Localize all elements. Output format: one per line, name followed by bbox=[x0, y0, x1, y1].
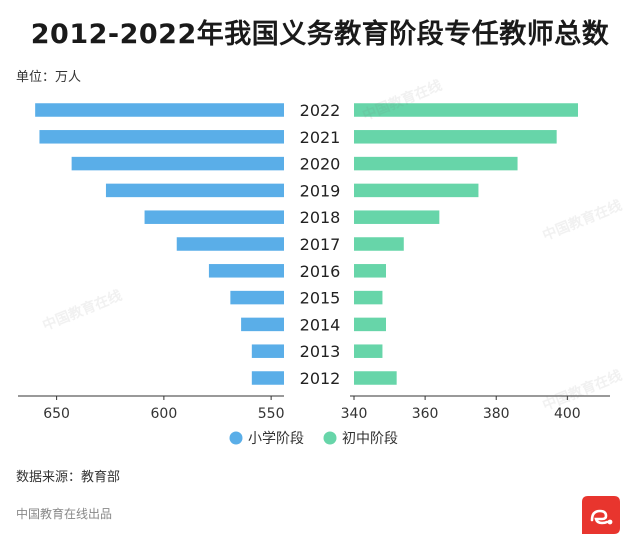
legend: 小学阶段 初中阶段 bbox=[229, 430, 398, 447]
bar-junior-2012 bbox=[354, 371, 397, 385]
bar-junior-2015 bbox=[354, 290, 383, 305]
year-label-2018: 2018 bbox=[300, 208, 341, 227]
axes: 650 600 550 340 360 380 400 bbox=[18, 395, 610, 422]
legend-primary-marker bbox=[229, 431, 243, 445]
bar-junior-2021 bbox=[354, 130, 557, 144]
bar-primary-2022 bbox=[35, 103, 285, 117]
year-label-2021: 2021 bbox=[300, 128, 341, 147]
bar-junior-2018 bbox=[354, 210, 440, 224]
bar-primary-2018 bbox=[144, 210, 284, 224]
brand-logo-icon bbox=[582, 496, 620, 534]
primary-series-bars bbox=[35, 103, 285, 385]
right-tick-label: 400 bbox=[554, 406, 581, 422]
legend-junior-marker bbox=[323, 431, 337, 445]
year-label-2016: 2016 bbox=[300, 262, 341, 281]
bar-primary-2012 bbox=[251, 371, 284, 385]
bar-primary-2015 bbox=[230, 290, 284, 305]
year-label-2015: 2015 bbox=[300, 289, 341, 308]
bar-junior-2013 bbox=[354, 344, 383, 358]
right-tick-label: 340 bbox=[341, 406, 368, 422]
left-tick-label: 550 bbox=[258, 406, 285, 422]
bar-junior-2022 bbox=[354, 103, 578, 117]
year-label-2014: 2014 bbox=[300, 315, 341, 334]
bar-primary-2021 bbox=[39, 130, 284, 144]
credit-line: 中国教育在线出品 bbox=[16, 507, 113, 521]
year-label-2020: 2020 bbox=[300, 155, 341, 174]
data-source: 数据来源：教育部 bbox=[16, 470, 121, 485]
year-label-2013: 2013 bbox=[300, 342, 341, 361]
left-tick-label: 650 bbox=[43, 406, 70, 422]
bar-junior-2019 bbox=[354, 183, 479, 198]
bar-junior-2014 bbox=[354, 317, 386, 332]
bar-junior-2020 bbox=[354, 156, 518, 171]
year-labels: 2022 2021 2020 2019 2018 2017 2016 2015 2014 2013… bbox=[300, 101, 341, 388]
left-tick-label: 600 bbox=[151, 406, 178, 422]
unit-label: 单位：万人 bbox=[16, 70, 82, 85]
year-label-2022: 2022 bbox=[300, 101, 341, 120]
bar-primary-2020 bbox=[71, 156, 285, 171]
year-label-2017: 2017 bbox=[300, 235, 341, 254]
junior-series-bars bbox=[354, 103, 578, 385]
right-tick-label: 380 bbox=[483, 406, 510, 422]
legend-junior-label: 初中阶段 bbox=[342, 430, 398, 447]
chart-title: 2012-2022年我国义务教育阶段专任教师总数 bbox=[30, 19, 610, 50]
butterfly-bar-chart: 2022 2021 2020 2019 2018 2017 2016 2015 2014 2013… bbox=[18, 101, 610, 447]
bar-junior-2016 bbox=[354, 264, 386, 278]
legend-primary-label: 小学阶段 bbox=[248, 431, 304, 447]
right-tick-label: 360 bbox=[412, 406, 439, 422]
year-label-2012: 2012 bbox=[300, 369, 341, 388]
bar-primary-2019 bbox=[105, 183, 284, 198]
year-label-2019: 2019 bbox=[300, 181, 341, 200]
bar-primary-2016 bbox=[208, 264, 284, 278]
bar-primary-2014 bbox=[241, 317, 284, 332]
bar-primary-2017 bbox=[176, 237, 284, 251]
bar-junior-2017 bbox=[354, 237, 404, 251]
bar-primary-2013 bbox=[251, 344, 284, 358]
